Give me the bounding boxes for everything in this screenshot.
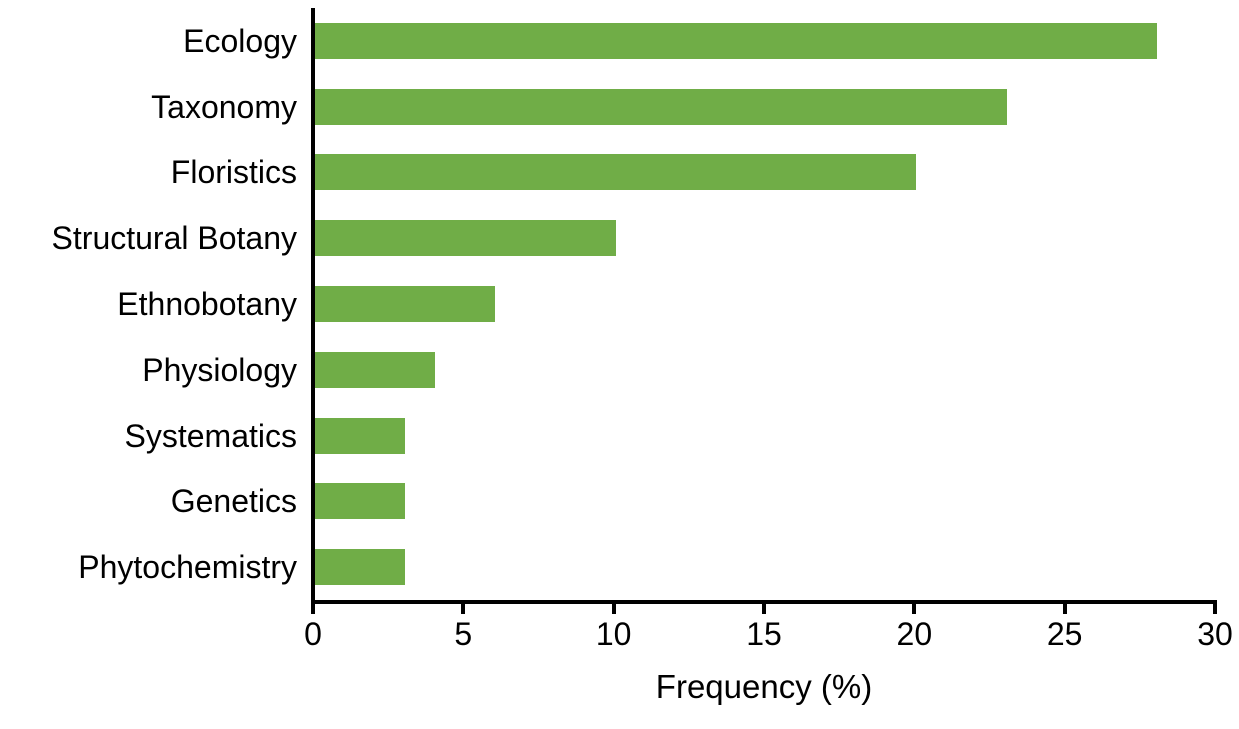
category-label: Systematics [124, 417, 297, 454]
x-axis-tick [912, 604, 917, 614]
x-axis-line [311, 600, 1217, 604]
bar-row: Floristics [0, 140, 1217, 206]
x-axis-tick [762, 604, 766, 614]
x-axis-tick [461, 604, 466, 614]
bar-row: Phytochemistry [0, 534, 1217, 600]
x-axis-ticks [311, 604, 1217, 614]
category-label: Structural Botany [51, 220, 297, 257]
category-label: Ethnobotany [117, 286, 297, 323]
bar-track [311, 8, 1217, 74]
x-axis-tick-label: 10 [595, 616, 632, 652]
x-axis-tick-label: 0 [304, 616, 322, 652]
bar-row: Structural Botany [0, 205, 1217, 271]
bar-rows: Ecology Taxonomy Floristics Structural Bota… [0, 8, 1217, 600]
bar-row: Ethnobotany [0, 271, 1217, 337]
bar [315, 88, 1007, 125]
x-axis-tick-label: 30 [1197, 616, 1233, 652]
category-label: Genetics [170, 483, 297, 520]
bar-row: Taxonomy [0, 74, 1217, 140]
x-axis-tick-label: 25 [1046, 616, 1083, 652]
category-label: Ecology [183, 22, 297, 59]
x-axis-title: Frequency (%) [655, 668, 873, 705]
x-axis-tick-label: 15 [746, 616, 782, 652]
bar-track [311, 337, 1217, 403]
bar-track [311, 140, 1217, 206]
bar-row: Physiology [0, 337, 1217, 403]
bar [315, 549, 406, 586]
x-axis-tick [1213, 604, 1217, 614]
bar-track [311, 74, 1217, 140]
bar-track [311, 468, 1217, 534]
bar-track [311, 534, 1217, 600]
x-axis-tick-label: 5 [454, 616, 473, 652]
x-axis-tick-label: 20 [896, 616, 933, 652]
bar-row: Genetics [0, 468, 1217, 534]
x-axis-tick [311, 604, 315, 614]
bar-row: Systematics [0, 403, 1217, 469]
bar-row: Ecology [0, 8, 1217, 74]
bar [315, 22, 1157, 59]
y-axis-line [311, 8, 315, 604]
bar [315, 286, 496, 323]
bar [315, 417, 406, 454]
bar-track [311, 271, 1217, 337]
x-axis-tick [1062, 604, 1067, 614]
bar-track [311, 403, 1217, 469]
category-label: Phytochemistry [78, 549, 297, 586]
bar [315, 154, 917, 191]
x-axis-tick-labels: 0 5 10 15 20 25 30 [304, 616, 1233, 656]
bar-track [311, 205, 1217, 271]
category-label: Floristics [170, 154, 297, 191]
bar [315, 220, 616, 257]
bar [315, 483, 406, 520]
category-label: Taxonomy [151, 88, 297, 125]
x-axis-tick [611, 604, 616, 614]
bar [315, 351, 436, 388]
category-label: Physiology [142, 351, 297, 388]
